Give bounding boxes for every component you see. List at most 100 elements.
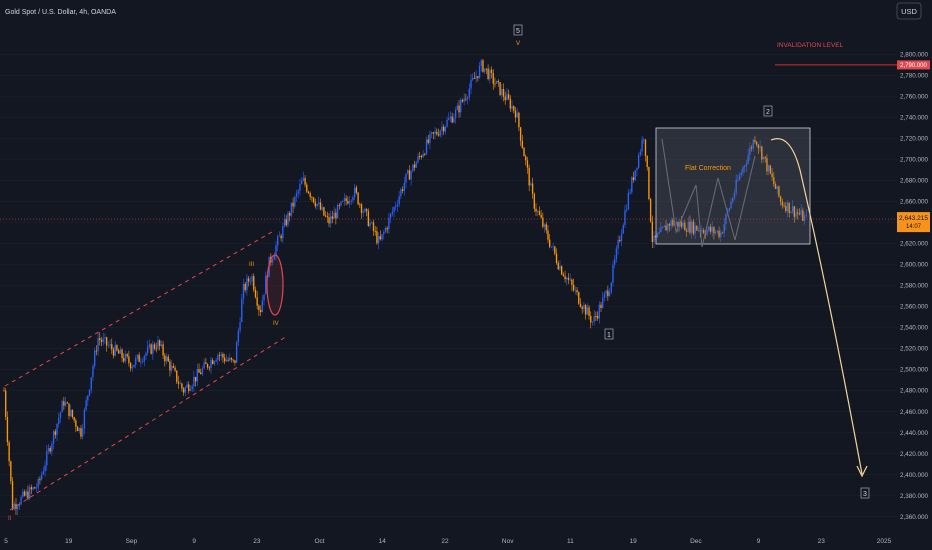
candle-body (117, 350, 120, 354)
candle-body (138, 354, 140, 362)
candle-body (670, 220, 672, 226)
candle-body (11, 481, 14, 510)
candle-body (217, 355, 219, 361)
flat-correction-zigzag (661, 138, 756, 248)
candle-body (766, 158, 768, 172)
candle-body (203, 362, 205, 369)
channel-lower-line[interactable] (9, 335, 288, 511)
candle-body (653, 235, 655, 243)
candle-body (713, 227, 715, 234)
candle-body (61, 401, 63, 413)
candle-body (528, 167, 530, 186)
candle-body (656, 233, 659, 238)
candle-body (434, 131, 436, 134)
candle-body (761, 146, 763, 160)
candle-body (49, 448, 51, 452)
candle-body (420, 156, 423, 158)
candle-body (44, 465, 46, 472)
candle-body (679, 222, 681, 228)
candle-body (788, 202, 790, 213)
flat-correction-box[interactable] (655, 127, 811, 245)
candle-body (437, 134, 440, 136)
candle-body (473, 78, 476, 79)
candle-body (47, 448, 50, 451)
candle-body (687, 221, 689, 232)
y-axis: 2,800.000 2,780.000 2,760.000 2,740.000 2,72… (900, 52, 929, 521)
candle-body (598, 304, 600, 319)
candle-body (212, 360, 214, 364)
candle-body (147, 346, 149, 353)
candle-body (206, 363, 209, 368)
candle-body (265, 275, 267, 295)
candle-body (76, 426, 79, 432)
x-tick-label: Dec (690, 538, 702, 545)
candle-body (13, 503, 15, 510)
candle-body (526, 160, 529, 168)
candle-body (463, 98, 465, 102)
candle-body (595, 316, 597, 317)
candle-body (249, 281, 252, 283)
projection-curve[interactable] (770, 138, 863, 475)
candle-body (501, 88, 503, 95)
candle-body (798, 213, 801, 215)
candle-body (323, 207, 325, 216)
svg-text:1: 1 (607, 332, 611, 339)
candle-body (625, 209, 628, 211)
candle-body (318, 202, 320, 204)
candle-body (353, 187, 356, 197)
candle-body (797, 212, 799, 214)
candle-body (535, 208, 537, 212)
channel-upper-line[interactable] (4, 231, 273, 387)
candle-body (430, 132, 433, 134)
candle-body (302, 177, 305, 181)
currency-button[interactable]: USD (896, 2, 922, 20)
candle-body (131, 367, 133, 369)
x-tick-label: 2025 (877, 538, 892, 545)
candle-body (271, 259, 274, 263)
wave-iv-ellipse[interactable] (266, 254, 284, 316)
candle-body (338, 205, 340, 206)
candle-body (116, 345, 118, 351)
candle-body (754, 139, 756, 142)
candle-body (413, 164, 416, 168)
price-scale-panel[interactable] (897, 0, 932, 550)
candle-body (278, 235, 281, 237)
candle-body (793, 206, 795, 217)
candle-body (728, 208, 730, 211)
candle-body (802, 210, 804, 221)
candle-body (179, 383, 181, 385)
candle-body (720, 232, 722, 237)
candle-body (300, 180, 303, 185)
candle-body (419, 156, 421, 157)
candle-body (767, 165, 770, 172)
candle-body (112, 349, 115, 356)
candle-body (562, 274, 565, 277)
candle-body (465, 98, 467, 100)
candle-body (557, 263, 559, 270)
candle-body (672, 220, 674, 226)
candle-body (157, 340, 159, 349)
candle-body (432, 132, 435, 134)
candle-body (208, 367, 210, 369)
candle-body (470, 79, 472, 89)
x-tick-label: 19 (630, 538, 638, 545)
candle-body (422, 154, 424, 158)
x-axis[interactable]: 5 19 Sep 9 23 Oct 14 22 Nov 11 19 Dec 9 23 2025 (4, 538, 891, 545)
candle-body (531, 183, 534, 194)
candle-body (583, 304, 585, 310)
candle-body (584, 304, 587, 315)
candle-body (617, 239, 619, 249)
candle-body (547, 230, 549, 240)
candle-body (405, 173, 407, 183)
y-tick-label: 2,620.000 (900, 241, 929, 248)
svg-text:5: 5 (516, 28, 520, 35)
candle-body (153, 344, 156, 349)
candle-body (572, 284, 575, 291)
candle-body (714, 232, 717, 234)
candle-body (35, 487, 38, 489)
candle-body (738, 175, 741, 180)
candle-body (410, 171, 412, 180)
candle-body (287, 213, 289, 226)
candle-body (223, 357, 226, 362)
